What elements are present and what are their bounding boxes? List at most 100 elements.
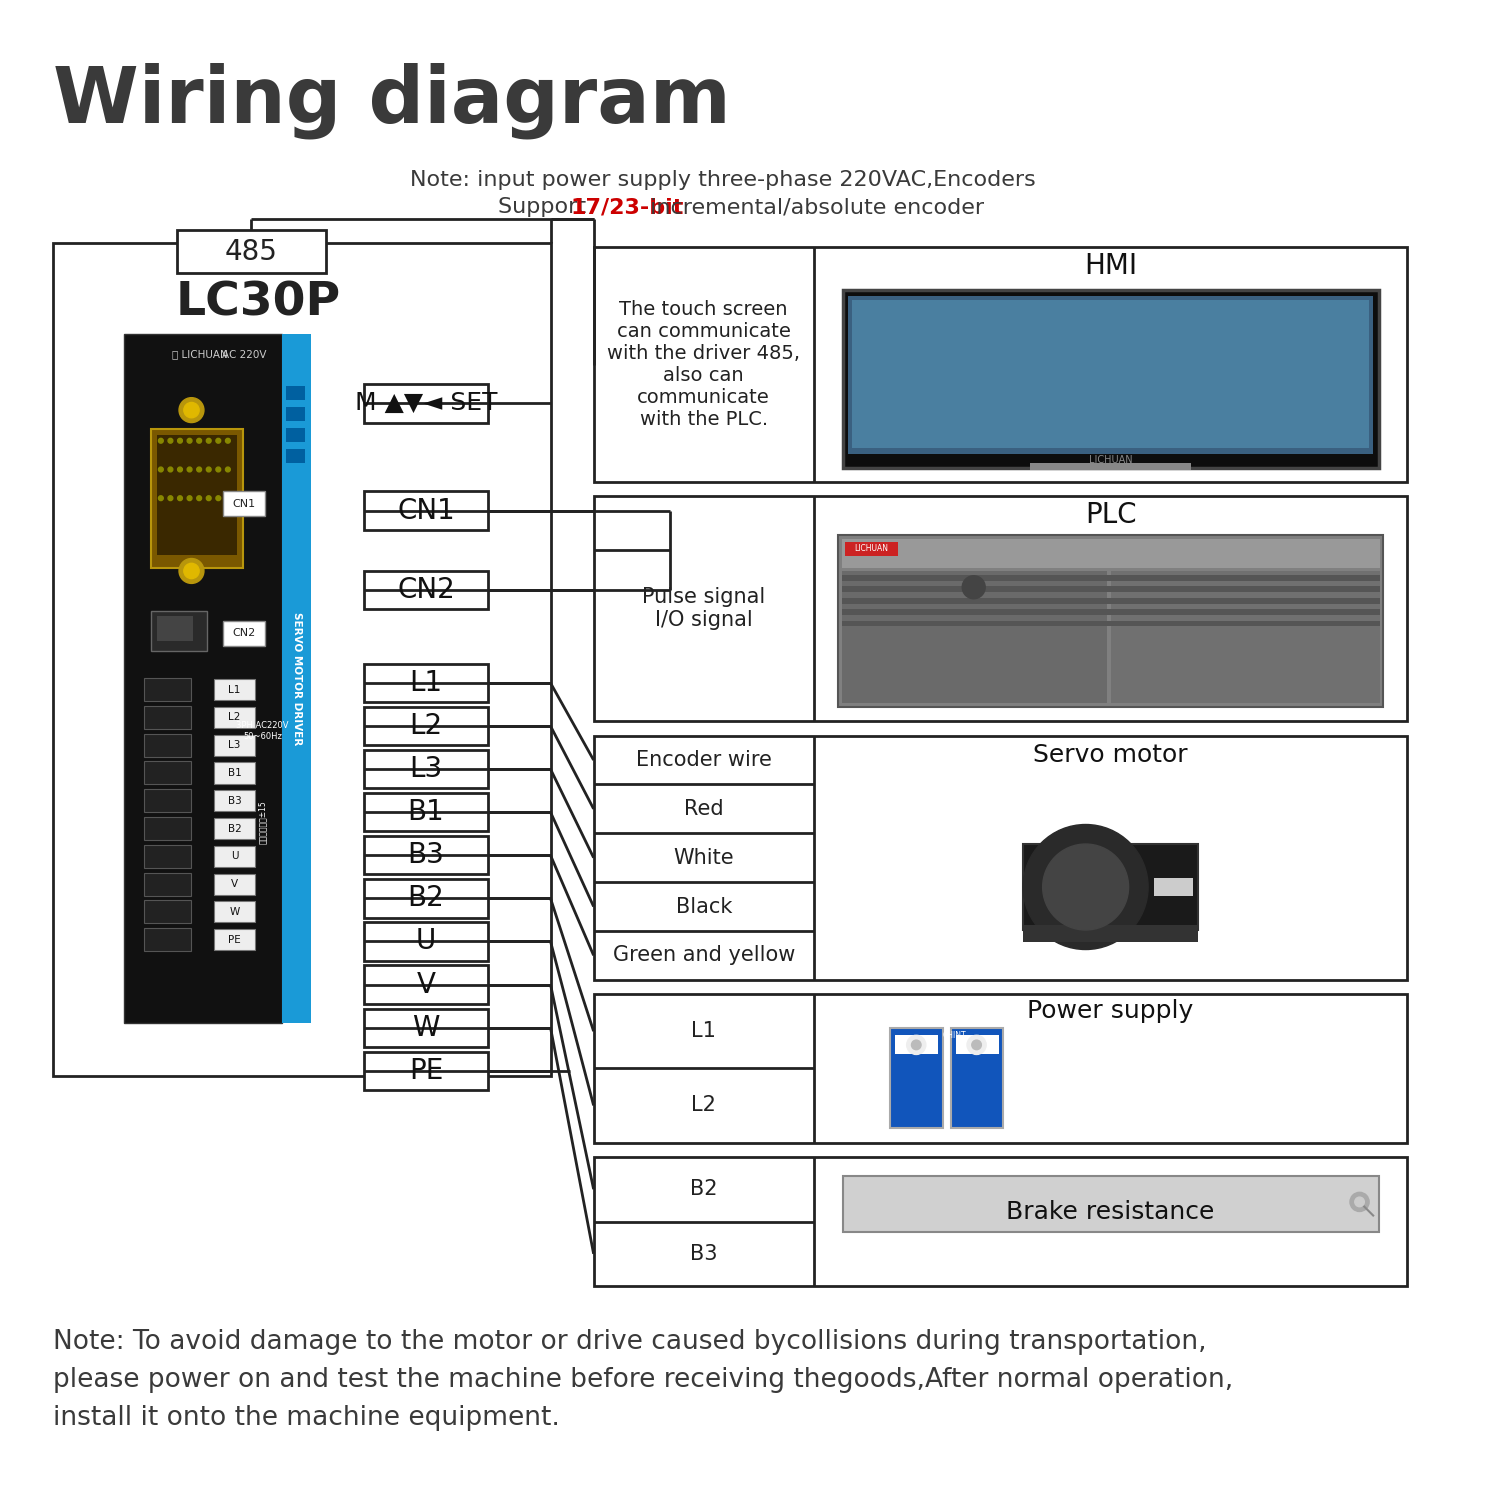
Text: L1: L1 <box>692 1022 715 1041</box>
Bar <box>839 534 1383 706</box>
Circle shape <box>159 496 164 501</box>
Circle shape <box>188 496 192 501</box>
Text: incremental/absolute encoder: incremental/absolute encoder <box>644 196 984 217</box>
Bar <box>1155 878 1194 897</box>
Circle shape <box>196 438 201 442</box>
Bar <box>842 609 1380 615</box>
Bar <box>364 750 489 789</box>
Bar <box>286 429 306 441</box>
Text: Green and yellow: Green and yellow <box>612 945 795 966</box>
Text: Black: Black <box>675 897 732 916</box>
Bar <box>849 296 1372 454</box>
Circle shape <box>1350 1192 1370 1212</box>
Bar <box>364 794 489 831</box>
Text: V: V <box>417 970 435 999</box>
Bar <box>1023 844 1198 930</box>
Bar <box>214 706 255 728</box>
Text: Wiring diagram: Wiring diagram <box>53 63 730 140</box>
Text: PE: PE <box>228 934 242 945</box>
Bar <box>364 572 489 609</box>
Circle shape <box>207 438 212 442</box>
Bar <box>144 678 192 700</box>
Bar <box>214 928 255 950</box>
Text: L3: L3 <box>228 740 242 750</box>
Bar <box>843 291 1378 468</box>
Text: LICHUAN: LICHUAN <box>855 544 888 554</box>
Text: HMI: HMI <box>1084 252 1137 280</box>
Text: AC 220V: AC 220V <box>222 350 267 360</box>
Bar <box>842 540 1380 568</box>
Bar <box>842 598 1380 603</box>
Text: Ⓛ LICHUAN: Ⓛ LICHUAN <box>172 350 228 360</box>
Text: Support: Support <box>498 196 592 217</box>
Bar <box>286 406 306 420</box>
Text: V: V <box>231 879 238 890</box>
Text: 485: 485 <box>225 237 278 266</box>
Circle shape <box>184 402 200 418</box>
Text: L2: L2 <box>692 1095 715 1116</box>
Bar <box>158 435 237 555</box>
Bar <box>842 572 1107 704</box>
Text: CN2: CN2 <box>232 628 256 638</box>
Bar <box>842 586 1380 592</box>
Bar <box>852 300 1370 448</box>
Text: B1: B1 <box>408 798 444 826</box>
Bar <box>364 384 489 423</box>
Bar <box>152 610 207 651</box>
Text: W: W <box>230 908 240 916</box>
Text: L2: L2 <box>410 712 442 740</box>
Circle shape <box>1354 1197 1365 1206</box>
Bar <box>364 664 489 702</box>
Bar <box>214 790 255 812</box>
Circle shape <box>196 496 201 501</box>
Text: Note: To avoid damage to the motor or drive caused bycollisions during transport: Note: To avoid damage to the motor or dr… <box>53 1329 1233 1431</box>
Bar <box>1030 464 1191 471</box>
Text: The touch screen
can communicate
with the driver 485,
also can
communicate
with : The touch screen can communicate with th… <box>608 300 800 429</box>
Text: L1: L1 <box>410 669 442 698</box>
Text: B2: B2 <box>690 1179 717 1198</box>
Circle shape <box>1042 844 1128 930</box>
Bar <box>224 492 266 516</box>
Bar <box>951 1028 1004 1128</box>
Circle shape <box>207 496 212 501</box>
Bar <box>144 844 192 868</box>
Text: CN1: CN1 <box>232 500 255 508</box>
Bar <box>214 762 255 783</box>
Circle shape <box>225 466 231 472</box>
Circle shape <box>177 438 183 442</box>
Bar <box>364 706 489 746</box>
Text: White: White <box>674 847 734 867</box>
Circle shape <box>225 496 231 501</box>
Bar <box>594 248 1407 482</box>
Bar <box>144 873 192 895</box>
Bar <box>594 496 1407 722</box>
Bar <box>158 616 194 640</box>
Bar <box>594 735 1407 980</box>
Bar <box>846 542 898 555</box>
Circle shape <box>178 398 204 423</box>
Text: LICHUAN: LICHUAN <box>1089 454 1132 465</box>
Bar <box>891 1028 944 1128</box>
Text: PE: PE <box>410 1056 442 1084</box>
Bar <box>214 873 255 894</box>
Bar <box>177 230 326 273</box>
Text: B1: B1 <box>228 768 242 778</box>
Circle shape <box>216 438 220 442</box>
Text: SERVO MOTOR DRIVER: SERVO MOTOR DRIVER <box>292 612 302 746</box>
Bar <box>594 994 1407 1143</box>
Bar <box>282 333 310 1023</box>
Circle shape <box>177 466 183 472</box>
Bar <box>144 762 192 784</box>
Text: Red: Red <box>684 800 723 819</box>
Bar <box>214 735 255 756</box>
Text: Servo motor: Servo motor <box>1034 742 1188 766</box>
Circle shape <box>168 466 172 472</box>
Bar <box>124 333 282 1023</box>
Bar <box>364 1052 489 1090</box>
Bar <box>214 902 255 922</box>
Circle shape <box>177 496 183 501</box>
Bar <box>224 621 266 645</box>
Bar <box>144 928 192 951</box>
Bar <box>364 922 489 960</box>
Text: B3: B3 <box>408 842 444 870</box>
